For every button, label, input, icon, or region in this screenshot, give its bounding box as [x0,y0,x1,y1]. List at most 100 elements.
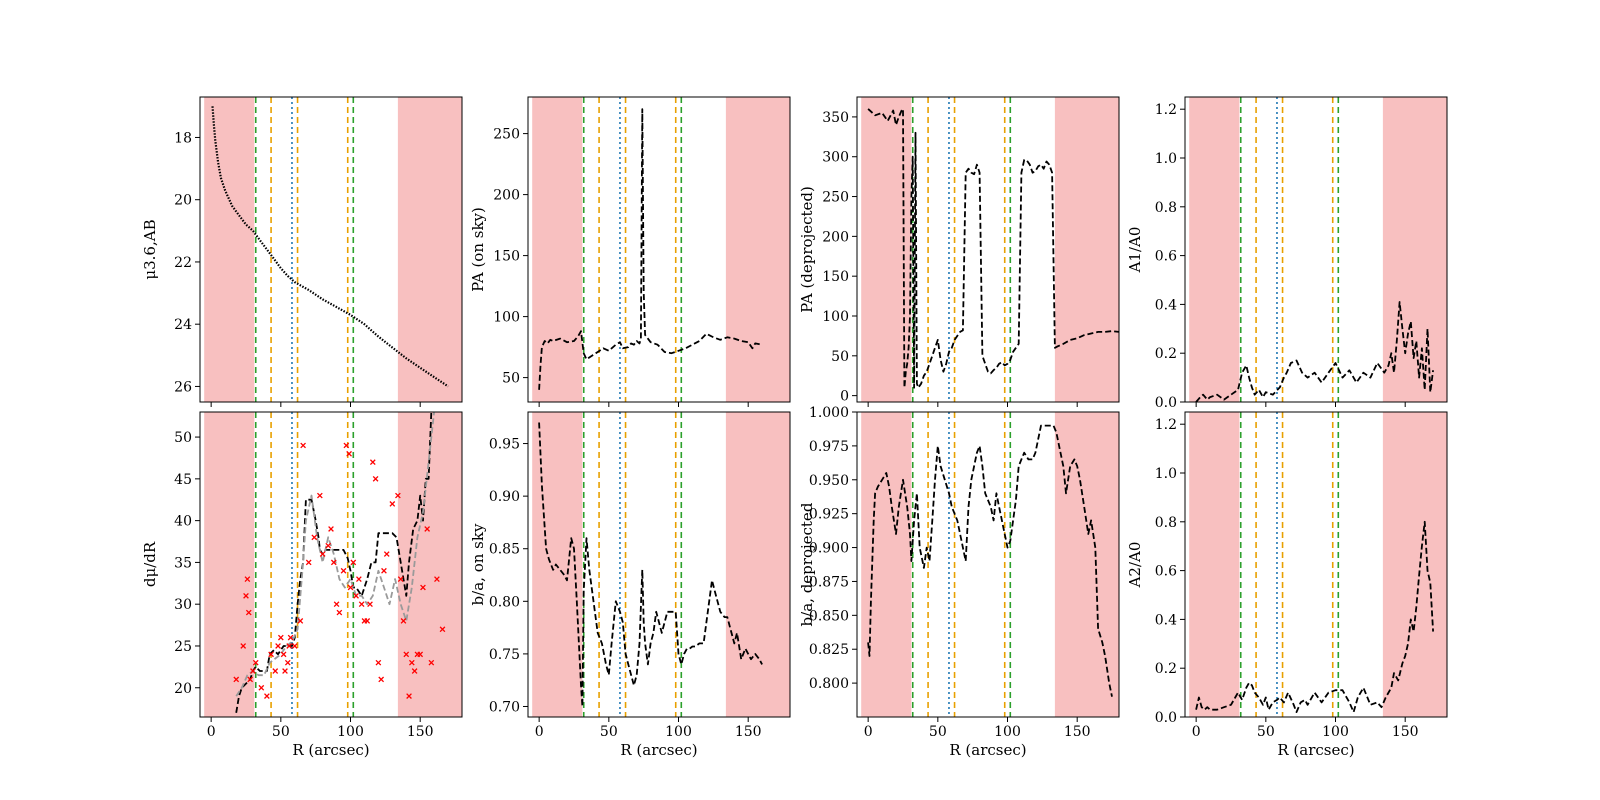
marker-x [383,551,390,557]
shaded-region [1382,412,1447,717]
x-tick-label: 50 [272,724,290,740]
y-tick-label: 50 [502,371,520,387]
plot-frame [856,411,1120,718]
plot-frame [1184,96,1448,403]
marker-x [403,651,410,658]
marker-x [280,651,287,658]
plot-area [532,97,790,402]
y-axis-label: dμ/dR [141,541,159,587]
series-line [235,412,435,713]
y-tick-label: 0.950 [809,473,849,489]
y-tick-label: 0.800 [809,676,849,692]
y-tick-label: 18 [174,130,192,146]
y-tick-label: 50 [174,430,192,446]
shaded-region [532,97,583,402]
series-line [867,108,1119,389]
y-axis-label: PA (on sky) [469,207,487,292]
panel-pa_sky: 50 100 150 200 250 PA (on sky) [469,96,791,407]
marker-x [244,576,251,582]
marker-x [375,659,382,666]
x-tick-label: 100 [665,724,692,740]
marker-x [372,475,379,482]
y-tick-label: 0.75 [489,647,520,663]
panel-sb: 18 20 22 24 26 μ3.6,AB [141,96,463,407]
series-line [1195,520,1434,713]
plot-area [204,97,462,402]
y-tick-label: 20 [174,193,192,209]
marker-x [325,542,332,549]
y-tick-label: 45 [174,472,192,488]
marker-x [347,584,354,591]
marker-x [411,668,418,674]
plot-area [204,412,462,717]
marker-x [252,659,259,666]
marker-x [350,559,357,566]
marker-x [287,634,294,641]
marker-x [356,576,362,582]
y-tick-label: 0.4 [1155,612,1177,628]
y-tick-label: 0.80 [489,594,520,610]
series-line [538,422,763,708]
x-axis-label: R (arcsec) [620,741,697,759]
y-tick-label: 0.4 [1155,297,1177,313]
x-tick-label: 0 [207,724,216,740]
plot-frame [856,96,1120,403]
x-axis-label: R (arcsec) [1277,741,1354,759]
y-tick-label: 1.2 [1155,102,1177,118]
x-tick-label: 100 [337,724,364,740]
y-axis-label: b/a, deprojected [798,502,816,626]
marker-x [346,450,352,457]
marker-x [291,643,298,649]
marker-x [428,659,435,666]
y-tick-label: 0.975 [809,439,849,455]
marker-x [353,592,359,599]
marker-x [389,501,396,507]
y-axis-label: PA (deprojected) [798,186,816,313]
marker-x [277,634,284,641]
marker-x [272,668,279,674]
shaded-region [1382,97,1447,402]
y-tick-label: 0.85 [489,542,520,558]
y-tick-label: 0.8 [1155,200,1177,216]
plot-area [532,412,790,717]
marker-x [243,592,249,599]
plot-frame [1184,411,1448,718]
y-tick-label: 300 [822,150,849,166]
marker-x [406,693,412,699]
series-line [538,108,763,390]
marker-x [417,651,424,658]
y-tick-label: 0.0 [1155,395,1177,411]
marker-x [282,668,288,674]
x-tick-label: 150 [735,724,762,740]
y-tick-label: 22 [174,255,192,271]
panel-a2: 0 50 100 150 0.0 0.2 0.4 0.6 0.8 1.0 1.2 R (arcsec)… [1126,411,1448,759]
marker-x [439,626,446,633]
plot-frame [199,411,463,718]
plot-frame [199,96,463,403]
y-tick-label: 1.000 [809,405,849,421]
marker-x [333,601,340,608]
shaded-region [1054,97,1119,402]
marker-x [268,651,274,658]
series-line [867,424,1113,697]
x-tick-label: 50 [600,724,618,740]
y-tick-label: 26 [174,379,192,395]
marker-x [275,643,281,649]
y-tick-label: 24 [174,317,192,333]
y-tick-label: 1.2 [1155,417,1177,433]
shaded-region [397,97,462,402]
y-tick-label: 0.825 [809,642,849,658]
y-tick-label: 0.900 [809,541,849,557]
y-tick-label: 0.850 [809,608,849,624]
marker-x [395,492,401,499]
y-tick-label: 30 [174,597,192,613]
marker-x [245,609,252,616]
shaded-region [1189,412,1240,717]
marker-x [336,609,343,616]
marker-x [343,442,350,449]
marker-x [247,676,254,683]
plot-area [861,412,1119,717]
marker-x [397,576,404,582]
